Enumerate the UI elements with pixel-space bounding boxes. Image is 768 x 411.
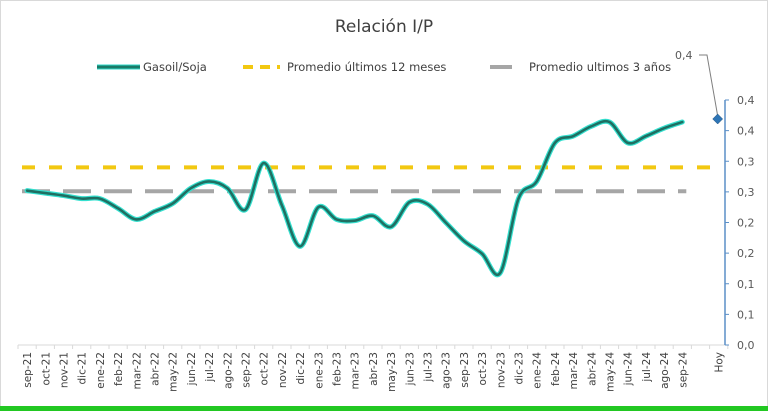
x-tick-label: jun-23: [404, 352, 416, 386]
x-tick-label: dic-22: [295, 352, 307, 385]
y-tick-label: 0,2: [737, 247, 755, 260]
hoy-annotation: 0,4: [675, 49, 724, 125]
x-tick-label: jul-23: [423, 352, 435, 383]
x-tick-label: mar-24: [568, 352, 580, 390]
y-axis: 0,0 0,1 0,1 0,2 0,2 0,3 0,3 0,4 0,4: [724, 94, 755, 352]
x-tick-label: may-23: [386, 352, 398, 392]
x-tick-label: may-22: [168, 352, 180, 392]
x-tick-label: oct-21: [40, 352, 52, 385]
x-tick-label: mar-23: [350, 352, 362, 389]
x-tick-label: feb-24: [550, 352, 562, 386]
x-tick-label: jun-24: [623, 352, 635, 387]
gasoil-soja-line: [25, 119, 684, 277]
y-tick-label: 0,1: [737, 278, 755, 291]
legend-label-3y: Promedio ultimos 3 años: [529, 60, 671, 74]
hoy-value-label: 0,4: [675, 49, 693, 62]
x-tick-label: jun-22: [186, 352, 198, 386]
hoy-leader-line: [699, 54, 719, 117]
y-tick-label: 0,2: [737, 217, 755, 230]
series-group: [22, 118, 720, 278]
x-tick-label: jul-22: [204, 352, 216, 383]
legend: Gasoil/Soja Promedio últimos 12 meses Pr…: [97, 60, 671, 74]
x-tick-label: dic-21: [77, 352, 89, 385]
x-tick-label: ene-24: [532, 352, 544, 389]
x-tick-label: feb-22: [113, 352, 125, 386]
x-tick-label: sep-22: [241, 352, 253, 388]
x-tick-label: dic-23: [514, 352, 526, 385]
x-tick-label: ene-22: [95, 352, 107, 389]
x-axis: sep-21 oct-21 nov-21 dic-21 ene-22 feb-22 mar-…: [17, 344, 729, 392]
y-tick-label: 0,0: [737, 339, 755, 352]
x-tick-label: sep-21: [22, 352, 34, 388]
y-tick-label: 0,4: [737, 125, 755, 138]
x-tick-label: oct-22: [259, 352, 271, 385]
x-tick-label: nov-21: [59, 352, 71, 388]
x-tick-label: abr-24: [586, 352, 598, 386]
y-tick-label: 0,4: [737, 94, 755, 107]
x-tick-label: ago-23: [441, 352, 453, 389]
gasoil-soja-line-glow: [24, 118, 685, 278]
x-tick-label: nov-23: [495, 352, 507, 388]
legend-label-gasoil: Gasoil/Soja: [143, 60, 207, 74]
x-tick-label: ene-23: [313, 352, 325, 389]
x-tick-label: may-24: [605, 352, 617, 392]
x-tick-label: mar-22: [131, 352, 143, 389]
y-tick-label: 0,3: [737, 186, 755, 199]
bottom-border-bar: [0, 406, 768, 411]
y-tick-label: 0,3: [737, 155, 755, 168]
x-tick-label: sep-23: [459, 352, 471, 388]
x-tick-label: nov-22: [277, 352, 289, 388]
chart-title: Relación I/P: [335, 17, 433, 37]
hoy-marker: [712, 113, 724, 125]
x-tick-label: jul-24: [641, 352, 653, 383]
x-tick-label: abr-22: [150, 352, 162, 386]
y-tick-label: 0,1: [737, 308, 755, 321]
x-tick-label: ago-22: [222, 352, 234, 389]
legend-label-12m: Promedio últimos 12 meses: [287, 60, 446, 74]
x-tick-label: Hoy: [714, 352, 726, 373]
x-tick-label: abr-23: [368, 352, 380, 386]
x-tick-label: ago-24: [659, 352, 671, 389]
x-tick-label: oct-23: [477, 352, 489, 385]
x-tick-label: sep-24: [677, 352, 689, 388]
x-tick-label: feb-23: [332, 352, 344, 386]
